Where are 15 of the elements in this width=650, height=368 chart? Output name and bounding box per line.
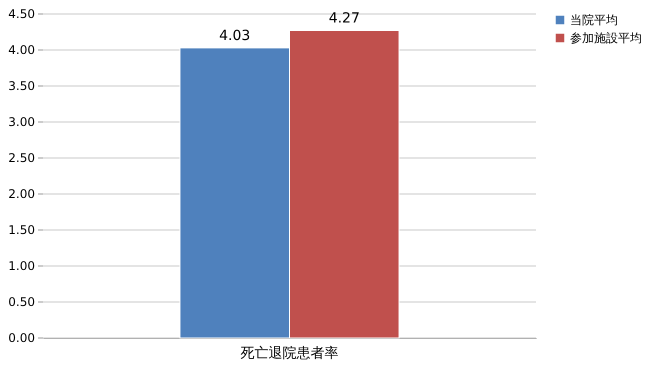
y-tick-label: 3.50: [8, 79, 35, 93]
y-tick-label: 0.00: [8, 331, 35, 345]
y-tick-label: 1.00: [8, 259, 35, 273]
y-tick-label: 0.50: [8, 295, 35, 309]
y-tick-label: 2.00: [8, 187, 35, 201]
legend-label: 参加施設平均: [570, 31, 642, 45]
y-tick-label: 3.00: [8, 115, 35, 129]
data-label: 4.27: [328, 10, 360, 27]
y-tick-label: 4.50: [8, 7, 35, 21]
y-tick-label: 4.00: [8, 43, 35, 57]
legend-label: 当院平均: [570, 13, 618, 27]
y-tick-label: 1.50: [8, 223, 35, 237]
data-label: 4.03: [219, 28, 250, 44]
x-tick-label: 死亡退院患者率: [240, 346, 338, 362]
y-tick-label: 2.50: [8, 151, 35, 165]
